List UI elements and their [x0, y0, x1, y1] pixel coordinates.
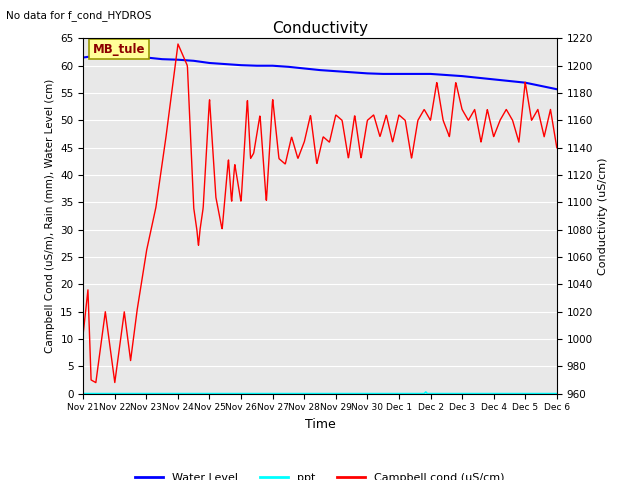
X-axis label: Time: Time — [305, 418, 335, 431]
Title: Conductivity: Conductivity — [272, 21, 368, 36]
Legend: Water Level, ppt, Campbell cond (uS/cm): Water Level, ppt, Campbell cond (uS/cm) — [131, 468, 509, 480]
Y-axis label: Campbell Cond (uS/m), Rain (mm), Water Level (cm): Campbell Cond (uS/m), Rain (mm), Water L… — [45, 79, 54, 353]
Text: MB_tule: MB_tule — [93, 43, 145, 56]
Y-axis label: Conductivity (uS/cm): Conductivity (uS/cm) — [598, 157, 609, 275]
Text: No data for f_cond_HYDROS: No data for f_cond_HYDROS — [6, 10, 152, 21]
